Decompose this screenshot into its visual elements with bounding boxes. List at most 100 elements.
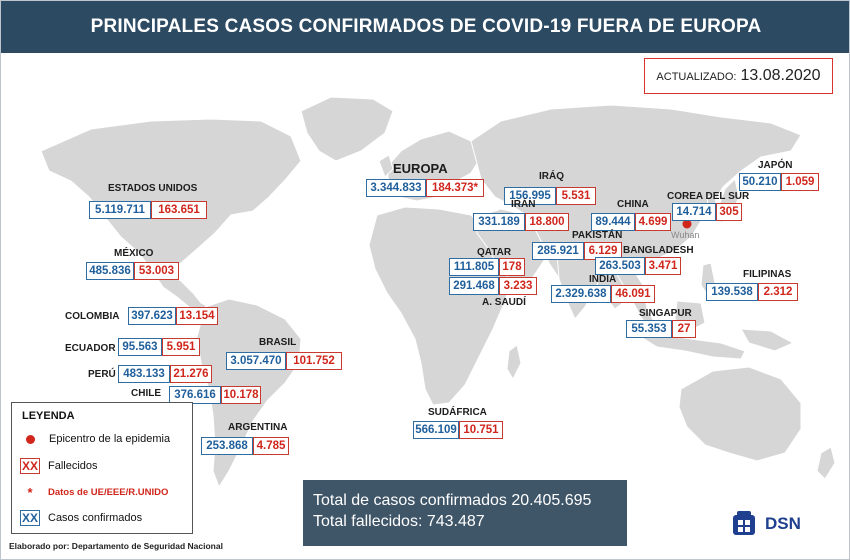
cases-iraq: 156.995 — [504, 187, 556, 205]
country-label-corea: COREA DEL SUR — [667, 191, 750, 202]
country-label-brasil: BRASIL — [259, 337, 297, 348]
country-label-mexico: MÉXICO — [114, 248, 154, 259]
deaths-europa: 184.373* — [426, 179, 484, 197]
wuhan-label: Wuhan — [671, 230, 700, 240]
deaths-iran: 18.800 — [525, 213, 569, 231]
total-deaths: Total fallecidos: 743.487 — [313, 513, 485, 530]
deaths-colombia: 13.154 — [176, 307, 218, 325]
legend-title: LEYENDA — [22, 410, 75, 422]
cases-india: 2.329.638 — [551, 285, 611, 303]
deaths-japon: 1.059 — [781, 173, 819, 191]
deaths-bangladesh: 3.471 — [645, 257, 681, 275]
country-label-colombia: COLOMBIA — [65, 311, 120, 322]
country-label-europa: EUROPA — [393, 161, 448, 176]
cases-europa: 3.344.833 — [366, 179, 426, 197]
legend-row-epicenter: Epicentro de la epidemia — [20, 433, 170, 445]
deaths-china: 4.699 — [635, 213, 671, 231]
cases-peru: 483.133 — [118, 365, 170, 383]
north-america-shape — [40, 118, 302, 272]
legend-row-cases: XX Casos confirmados — [20, 510, 142, 526]
cases-mexico: 485.836 — [86, 262, 134, 280]
deaths-ecuador: 5.951 — [162, 338, 200, 356]
cases-japon: 50.210 — [739, 173, 781, 191]
country-label-chile: CHILE — [131, 388, 161, 399]
deaths-symbol-icon: XX — [20, 458, 40, 474]
deaths-mexico: 53.003 — [134, 262, 179, 280]
new-zealand-shape — [816, 446, 836, 480]
deaths-filipinas: 2.312 — [758, 283, 798, 301]
legend-row-deaths: XX Fallecidos — [20, 458, 98, 474]
page-title: PRINCIPALES CASOS CONFIRMADOS DE COVID-1… — [1, 1, 849, 53]
legend-eu-label: Datos de UE/EEE/R.UNIDO — [48, 487, 169, 498]
cases-bangladesh: 263.503 — [595, 257, 645, 275]
cases-pakistan: 285.921 — [532, 242, 584, 260]
deaths-brasil: 101.752 — [286, 352, 342, 370]
deaths-singapur: 27 — [672, 320, 696, 338]
cases-colombia: 397.623 — [128, 307, 176, 325]
deaths-sudafrica: 10.751 — [459, 421, 503, 439]
cases-sudafrica: 566.109 — [413, 421, 459, 439]
country-label-china: CHINA — [617, 199, 649, 210]
deaths-peru: 21.276 — [170, 365, 212, 383]
indonesia-shape — [639, 334, 746, 360]
country-label-sudafrica: SUDÁFRICA — [428, 407, 487, 418]
deaths-iraq: 5.531 — [556, 187, 596, 205]
country-label-peru: PERÚ — [88, 369, 116, 380]
country-label-argentina: ARGENTINA — [228, 422, 288, 433]
wuhan-epicenter-dot — [682, 219, 692, 229]
australia-shape — [678, 366, 802, 462]
total-cases: Total de casos confirmados 20.405.695 — [313, 492, 592, 509]
cases-brasil: 3.057.470 — [226, 352, 286, 370]
cases-symbol-icon: XX — [20, 510, 40, 526]
deaths-saudi: 3.233 — [499, 277, 537, 295]
deaths-qatar: 178 — [499, 258, 525, 276]
country-label-iran: IRÁN — [511, 199, 536, 210]
greenland-shape — [300, 96, 394, 162]
cases-iran: 331.189 — [473, 213, 525, 231]
country-label-singapur: SINGAPUR — [639, 308, 692, 319]
legend-epicenter-label: Epicentro de la epidemia — [49, 433, 171, 445]
dsn-logo: DSN — [729, 509, 801, 539]
cases-qatar: 111.805 — [449, 258, 499, 276]
country-label-iraq: IRÁQ — [539, 171, 564, 182]
cases-corea: 14.714 — [672, 203, 716, 221]
legend-row-eu: * Datos de UE/EEE/R.UNIDO — [20, 485, 168, 500]
country-label-qatar: QATAR — [477, 247, 512, 258]
country-label-japon: JAPÓN — [758, 160, 793, 171]
country-label-usa: ESTADOS UNIDOS — [108, 183, 198, 194]
country-label-ecuador: ECUADOR — [65, 343, 116, 354]
cases-singapur: 55.353 — [626, 320, 672, 338]
dsn-logo-text: DSN — [765, 514, 801, 533]
updated-label: ACTUALIZADO: — [656, 71, 737, 83]
deaths-corea: 305 — [716, 203, 742, 221]
coat-of-arms-icon — [733, 511, 755, 535]
deaths-usa: 163.651 — [151, 201, 207, 219]
footer-credit: Elaborado por: Departamento de Seguridad… — [9, 541, 223, 551]
legend: LEYENDA Epicentro de la epidemia XX Fall… — [11, 402, 193, 534]
uk-shape — [378, 154, 394, 178]
updated-date-box: ACTUALIZADO: 13.08.2020 — [644, 58, 833, 94]
totals-box: Total de casos confirmados 20.405.695 To… — [303, 480, 627, 546]
country-label-filipinas: FILIPINAS — [743, 269, 792, 280]
cases-argentina: 253.868 — [201, 437, 253, 455]
deaths-india: 46.091 — [611, 285, 655, 303]
asterisk-icon: * — [27, 485, 33, 500]
madagascar-shape — [506, 344, 522, 381]
country-label-saudi: A. SAUDÍ — [482, 297, 526, 308]
deaths-argentina: 4.785 — [253, 437, 289, 455]
legend-cases-label: Casos confirmados — [48, 512, 143, 524]
epicenter-dot-icon — [26, 434, 35, 444]
country-label-bangladesh: BANGLADESH — [623, 245, 694, 256]
legend-deaths-label: Fallecidos — [48, 460, 98, 472]
cases-ecuador: 95.563 — [118, 338, 162, 356]
country-label-pakistan: PAKISTÁN — [572, 230, 623, 241]
deaths-chile: 10.178 — [221, 386, 261, 404]
cases-china: 89.444 — [591, 213, 635, 231]
cases-chile: 376.616 — [169, 386, 221, 404]
country-label-india: INDIA — [589, 274, 617, 285]
cases-usa: 5.119.711 — [89, 201, 151, 219]
updated-date: 13.08.2020 — [740, 67, 821, 84]
cases-saudi: 291.468 — [449, 277, 499, 295]
cases-filipinas: 139.538 — [706, 283, 758, 301]
